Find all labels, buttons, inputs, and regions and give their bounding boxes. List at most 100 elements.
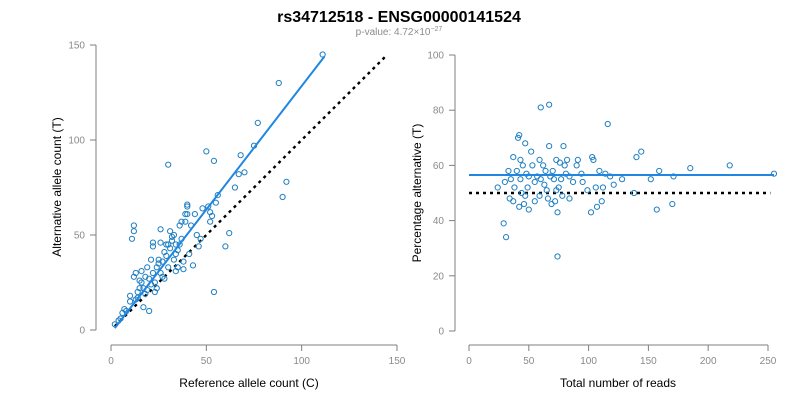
data-point (553, 156, 560, 163)
data-point (210, 288, 218, 296)
data-point (543, 187, 550, 194)
data-point (610, 181, 617, 188)
x-tick-label: 50 (201, 356, 213, 367)
data-point (638, 148, 645, 155)
percentage-alternative-scatter-panel: 0 50 100 150 200 250 0 20 40 60 80 100 Total number … (410, 51, 778, 390)
data-point (275, 79, 282, 87)
data-point (554, 209, 561, 216)
y-tick-label: 40 (433, 216, 445, 227)
reference-line (113, 53, 389, 328)
data-point (126, 298, 134, 305)
data-point (203, 148, 210, 155)
data-point (159, 273, 166, 280)
data-point (140, 304, 147, 311)
data-point (522, 140, 529, 147)
data-point (578, 170, 585, 177)
data-point (151, 279, 158, 286)
data-point (180, 266, 187, 273)
data-point (163, 241, 170, 248)
data-point (197, 235, 204, 242)
data-point (502, 234, 510, 241)
data-point (544, 195, 552, 202)
data-point (149, 269, 157, 277)
data-point (237, 152, 244, 159)
p-value-subtitle: p-value: 4.72×10−27 (356, 26, 443, 38)
data-point (121, 306, 128, 313)
data-point (210, 157, 218, 164)
data-point (182, 211, 189, 218)
data-point (168, 237, 176, 244)
data-point (231, 184, 239, 191)
y-axis-label: Percentage alternative (T) (410, 124, 424, 263)
data-point (554, 253, 561, 260)
data-point (596, 167, 603, 175)
data-point (147, 256, 155, 263)
data-point (537, 176, 544, 183)
data-point (208, 212, 216, 220)
data-point (566, 195, 573, 202)
x-axis-label: Total number of reads (560, 376, 676, 390)
data-point (540, 162, 547, 169)
data-point (165, 264, 172, 271)
data-point (507, 176, 514, 183)
y-tick-label: 100 (427, 51, 444, 62)
data-point (501, 178, 508, 186)
y-tick-label: 100 (68, 136, 85, 147)
y-tick-label: 50 (74, 231, 86, 242)
data-point (516, 131, 523, 139)
data-point (199, 205, 206, 212)
data-point (531, 178, 538, 186)
x-tick-label: 150 (389, 356, 406, 367)
data-point (598, 198, 605, 205)
data-point (593, 203, 601, 210)
data-point (168, 233, 176, 240)
data-point (517, 156, 524, 163)
data-point (182, 218, 189, 225)
y-tick-label: 150 (68, 41, 85, 52)
y-tick-label: 0 (438, 327, 444, 338)
data-point (592, 184, 599, 191)
data-point (319, 51, 326, 58)
data-point (170, 256, 178, 263)
data-point (130, 222, 137, 229)
data-point (548, 200, 555, 208)
data-point (537, 104, 544, 111)
data-point (163, 252, 170, 259)
data-point (574, 156, 581, 163)
data-point (525, 206, 532, 213)
data-point (180, 258, 187, 265)
data-point (235, 171, 242, 178)
data-point (618, 176, 626, 183)
data-point (174, 264, 181, 271)
data-point (560, 142, 567, 150)
y-tick-label: 20 (433, 271, 445, 282)
data-point (550, 176, 558, 183)
x-tick-label: 0 (108, 356, 114, 367)
data-point (770, 170, 778, 177)
data-point (607, 173, 614, 180)
data-point (184, 211, 191, 218)
data-point (184, 201, 191, 208)
data-point (517, 176, 524, 183)
data-point (555, 184, 562, 191)
data-point (546, 142, 553, 150)
data-point (590, 156, 597, 163)
data-point (510, 154, 517, 161)
data-point (146, 307, 153, 315)
data-point (128, 235, 136, 242)
data-point (556, 159, 563, 166)
data-point (130, 228, 137, 235)
x-tick-label: 250 (760, 356, 777, 367)
data-point (157, 239, 164, 246)
data-point (178, 218, 185, 225)
data-point (669, 200, 676, 208)
x-tick-label: 150 (640, 356, 657, 367)
data-point (149, 239, 157, 246)
data-point (566, 173, 573, 180)
data-point (138, 268, 145, 275)
data-point (506, 195, 513, 202)
data-point (656, 167, 663, 175)
data-point (569, 178, 577, 186)
y-tick-label: 0 (79, 326, 85, 337)
data-point (529, 162, 536, 169)
